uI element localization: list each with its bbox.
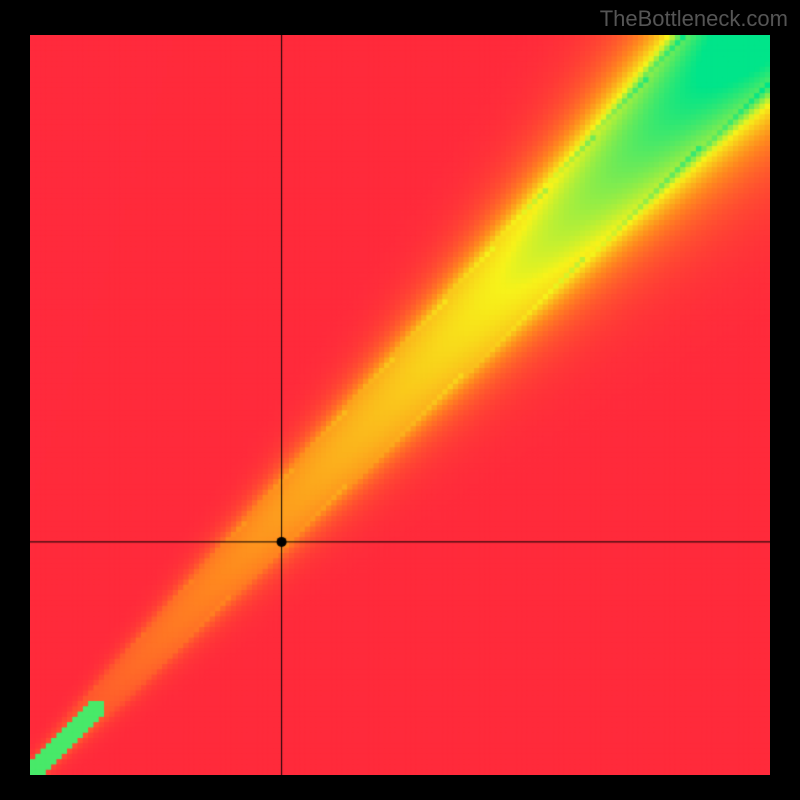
bottleneck-heatmap [30,35,770,775]
chart-container: TheBottleneck.com [0,0,800,800]
watermark-text: TheBottleneck.com [600,6,788,32]
